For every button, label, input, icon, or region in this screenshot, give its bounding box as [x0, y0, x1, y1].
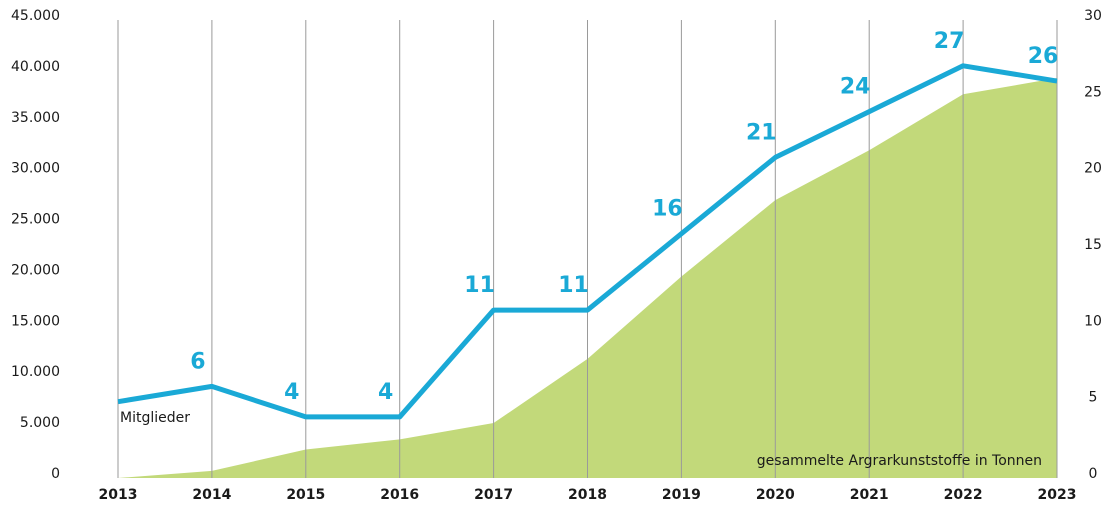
x-tick-label: 2014: [192, 487, 231, 503]
data-label: 11: [464, 273, 495, 298]
data-label: 21: [746, 120, 777, 145]
data-label: 4: [378, 380, 393, 405]
y-tick-label: 0: [51, 466, 60, 482]
y2-tick-label: 0: [1089, 466, 1098, 482]
y-tick-label: 20.000: [11, 262, 60, 278]
series-label: gesammelte Argrarkunststoffe in Tonnen: [757, 453, 1042, 469]
x-tick-label: 2022: [944, 487, 983, 503]
data-label: 16: [652, 197, 683, 222]
y-tick-label: 40.000: [11, 59, 60, 75]
y-tick-label: 5.000: [20, 415, 60, 431]
data-label: 24: [840, 75, 871, 100]
data-label: 6: [190, 349, 205, 374]
y2-tick-label: 20: [1084, 161, 1102, 177]
y-tick-label: 15.000: [11, 313, 60, 329]
x-tick-label: 2017: [474, 487, 513, 503]
y-tick-label: 25.000: [11, 212, 60, 228]
y2-tick-label: 30: [1084, 8, 1102, 24]
y2-tick-label: 25: [1084, 84, 1102, 100]
data-label: 27: [934, 29, 965, 54]
y-tick-label: 10.000: [11, 364, 60, 380]
x-tick-label: 2021: [850, 487, 889, 503]
series-label: Mitglieder: [120, 410, 190, 426]
area: [118, 78, 1057, 478]
y2-tick-label: 10: [1084, 313, 1102, 329]
x-tick-label: 2018: [568, 487, 607, 503]
x-tick-label: 2013: [99, 487, 138, 503]
y-tick-label: 35.000: [11, 110, 60, 126]
line: [117, 63, 1058, 420]
data-label: 26: [1028, 44, 1059, 69]
y2-tick-label: 5: [1089, 390, 1098, 406]
y2-tick-label: 15: [1084, 237, 1102, 253]
y-tick-label: 30.000: [11, 161, 60, 177]
data-label: 11: [558, 273, 589, 298]
x-tick-label: 2015: [286, 487, 325, 503]
data-label: 4: [284, 380, 299, 405]
x-tick-label: 2019: [662, 487, 701, 503]
x-tick-label: 2020: [756, 487, 795, 503]
x-tick-label: 2016: [380, 487, 419, 503]
y-tick-label: 45.000: [11, 8, 60, 24]
x-tick-label: 2023: [1038, 487, 1077, 503]
